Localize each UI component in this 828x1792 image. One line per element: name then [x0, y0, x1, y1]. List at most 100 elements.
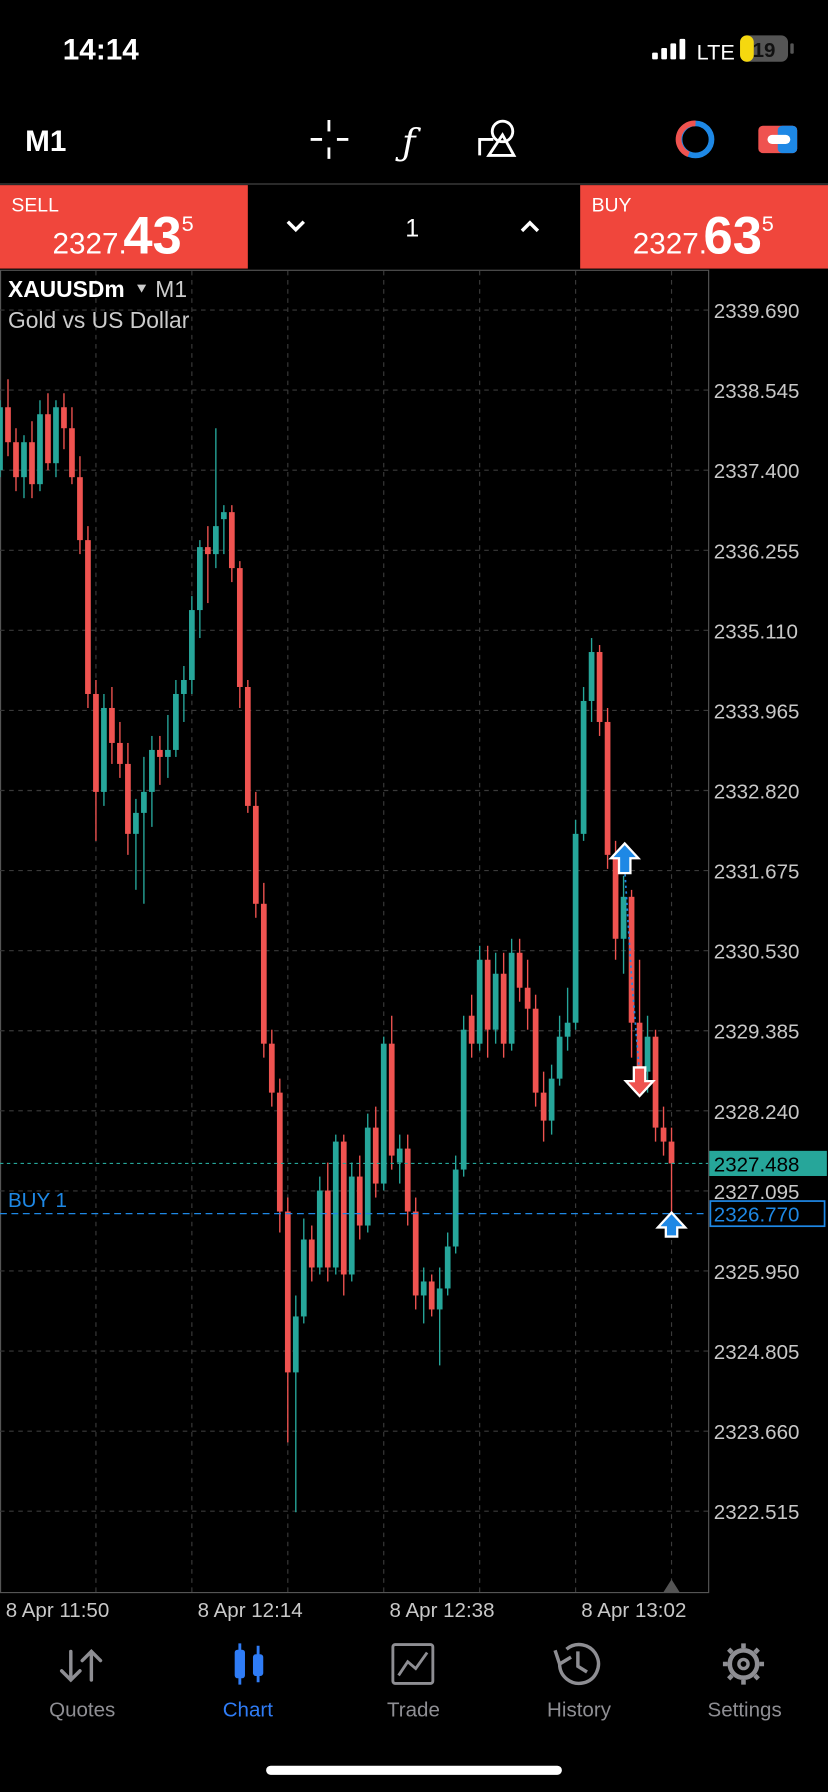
sell-label: SELL: [11, 194, 59, 216]
candle-body: [372, 1127, 379, 1184]
candle-body: [340, 1141, 347, 1275]
buy-price-big: 63: [704, 207, 762, 266]
candle-body: [644, 1036, 651, 1072]
y-tick-label: 2333.965: [714, 700, 800, 723]
candle-body: [572, 833, 579, 1023]
candle-body: [13, 442, 19, 478]
quotes-icon[interactable]: [59, 1649, 103, 1683]
history-icon[interactable]: [553, 1642, 601, 1686]
candle-body: [564, 1022, 571, 1037]
candle-body: [636, 1022, 643, 1072]
candle-body: [29, 442, 35, 485]
volume-down[interactable]: [286, 220, 306, 233]
candle-body: [53, 407, 59, 464]
candle-body: [596, 652, 603, 722]
trade-toggle-button[interactable]: [758, 125, 798, 154]
candle-body: [165, 749, 171, 757]
candle-body: [189, 610, 195, 680]
y-tick-label: 2330.530: [714, 941, 800, 964]
candle-body: [276, 1092, 283, 1212]
one-click-trading-button[interactable]: [675, 120, 715, 159]
candle-body: [173, 693, 179, 750]
price-box: [709, 1150, 827, 1176]
y-tick-label: 2339.690: [714, 300, 800, 323]
candle-body: [348, 1176, 355, 1275]
chart-shift-marker[interactable]: [663, 1579, 680, 1592]
tab-label[interactable]: History: [547, 1699, 612, 1722]
candle-body: [77, 477, 83, 541]
candle-body: [380, 1043, 387, 1184]
candle-body: [444, 1246, 451, 1289]
candle-body: [508, 952, 515, 1044]
y-tick-label: 2323.660: [714, 1421, 800, 1444]
candle-body: [133, 812, 139, 834]
tab-label[interactable]: Chart: [223, 1699, 274, 1722]
objects-button[interactable]: [478, 119, 517, 157]
timeframe-button[interactable]: M1: [25, 125, 66, 158]
x-tick-label: 8 Apr 12:38: [389, 1599, 494, 1622]
battery-level: 19: [753, 39, 776, 62]
symbol-description: Gold vs US Dollar: [8, 307, 190, 333]
y-tick-label: 2332.820: [714, 780, 800, 803]
candle-body: [212, 526, 219, 555]
y-tick-label: 2335.110: [714, 620, 798, 643]
candle-body: [548, 1078, 555, 1121]
y-tick-label: 2328.240: [714, 1101, 800, 1124]
candle-body: [556, 1036, 563, 1079]
candle-body: [604, 721, 611, 855]
volume-up[interactable]: [520, 220, 540, 233]
candle-body: [109, 707, 115, 743]
clock: 14:14: [63, 33, 139, 66]
sell-price-tail: 5: [182, 211, 194, 236]
candle-body: [85, 540, 91, 694]
x-tick-label: 8 Apr 11:50: [6, 1599, 110, 1622]
candle-body: [252, 805, 259, 904]
candle-body: [101, 707, 107, 792]
tab-label[interactable]: Settings: [708, 1699, 782, 1722]
crosshair-button[interactable]: [310, 120, 349, 159]
candle-body: [244, 686, 251, 806]
sell-arrow: [623, 1066, 656, 1098]
sell-button[interactable]: [0, 185, 248, 269]
candle-body: [37, 414, 43, 485]
volume[interactable]: 1: [405, 215, 419, 243]
candle-body: [5, 407, 11, 443]
symbol: XAUUSDm: [8, 276, 125, 302]
position-label: BUY 1: [8, 1189, 67, 1212]
candle-body: [181, 679, 187, 694]
candle-body: [628, 896, 635, 1023]
x-tick-label: 8 Apr 12:14: [198, 1599, 303, 1622]
candle-body: [460, 1029, 467, 1170]
candle-body: [404, 1148, 411, 1212]
candle-body: [612, 854, 619, 939]
candle-body: [300, 1239, 307, 1317]
candle-body: [660, 1127, 667, 1142]
candle-body: [228, 512, 235, 569]
settings-icon[interactable]: [722, 1643, 765, 1685]
candle-body: [420, 1281, 427, 1296]
network: LTE: [697, 39, 735, 64]
candle-body: [580, 700, 587, 834]
candle-body: [141, 791, 147, 813]
symbol-menu[interactable]: [137, 284, 147, 293]
chart-icon[interactable]: [234, 1643, 264, 1685]
buy-button[interactable]: [580, 185, 828, 269]
y-tick-label: 2338.545: [714, 380, 800, 403]
buy-price-tail: 5: [762, 211, 774, 236]
tab-label[interactable]: Trade: [387, 1699, 440, 1722]
sell-price-big: 43: [123, 207, 181, 266]
candle-body: [149, 749, 155, 792]
candle-body: [117, 742, 123, 764]
price-label: 2327.488: [714, 1153, 800, 1176]
trade-icon[interactable]: [391, 1643, 435, 1685]
x-tick-label: 8 Apr 13:02: [581, 1599, 686, 1622]
candle-body: [412, 1211, 419, 1296]
candle-body: [516, 952, 523, 988]
tab-label[interactable]: Quotes: [49, 1699, 115, 1722]
y-tick-label: 2325.950: [714, 1261, 800, 1284]
candle-body: [0, 407, 3, 471]
candle-body: [652, 1036, 659, 1128]
candle-body: [236, 568, 243, 687]
buy-label: BUY: [592, 194, 632, 216]
